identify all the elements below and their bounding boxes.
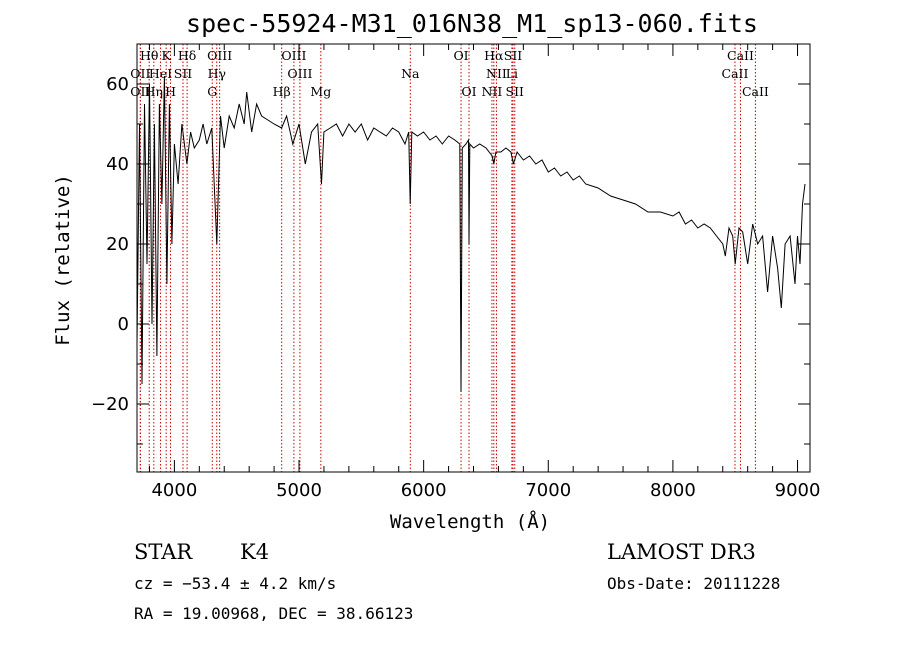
line-label: Li [506, 66, 518, 81]
line-label: Hη [145, 84, 163, 99]
line-label: NII [486, 66, 507, 81]
chart-title: spec-55924-M31_016N38_M1_sp13-060.fits [186, 9, 758, 38]
line-label: OII [130, 66, 150, 81]
line-label: HeI [149, 66, 172, 81]
line-label: SII [174, 66, 193, 81]
redshift-info: cz = −53.4 ± 4.2 km/s [134, 574, 337, 593]
spectrum-line [136, 75, 806, 393]
object-subclass: K4 [240, 540, 270, 564]
object-class: STAR [134, 540, 193, 564]
line-label: Hδ [178, 48, 196, 63]
observation-date: Obs-Date: 20111228 [607, 574, 781, 593]
x-axis-label: Wavelength (Å) [390, 510, 550, 533]
line-label: CaII [742, 84, 769, 99]
x-tick-label: 6000 [401, 480, 447, 501]
spectral-line-markers [139, 44, 756, 472]
y-tick-label: 40 [106, 154, 129, 175]
survey-name: LAMOST DR3 [607, 540, 756, 564]
x-tick-label: 8000 [650, 480, 696, 501]
line-label: H [165, 84, 176, 99]
line-label: NII [482, 84, 503, 99]
line-label: SII [504, 48, 523, 63]
line-label: OIII [281, 48, 306, 63]
y-tick-label: 60 [106, 74, 129, 95]
y-tick-label: −20 [91, 394, 129, 415]
line-label: SII [506, 84, 525, 99]
line-label: CaII [722, 66, 749, 81]
line-label: Na [401, 66, 420, 81]
line-label: CaII [727, 48, 754, 63]
axis-ticks: 4000 5000 6000 7000 8000 9000 −20 0 20 40 60 [91, 43, 821, 501]
y-axis-label: Flux (relative) [52, 174, 74, 346]
line-label: Hθ [140, 48, 158, 63]
y-tick-label: 20 [106, 234, 129, 255]
x-tick-label: 7000 [525, 480, 571, 501]
x-tick-label: 4000 [151, 480, 197, 501]
line-label: Hγ [208, 66, 226, 81]
line-label: OI [453, 48, 468, 63]
line-label: OIII [287, 66, 312, 81]
line-label: G [207, 84, 217, 99]
x-tick-label: 9000 [775, 480, 821, 501]
x-tick-label: 5000 [276, 480, 322, 501]
coordinates-info: RA = 19.00968, DEC = 38.66123 [134, 604, 414, 623]
line-label: OI [461, 84, 476, 99]
line-label: OII [130, 84, 150, 99]
line-label: Mg [310, 84, 331, 99]
line-label: Hβ [273, 84, 291, 99]
line-label: K [161, 48, 171, 63]
line-label: Hα [484, 48, 504, 63]
line-label: OIII [207, 48, 232, 63]
y-tick-label: 0 [118, 314, 129, 335]
